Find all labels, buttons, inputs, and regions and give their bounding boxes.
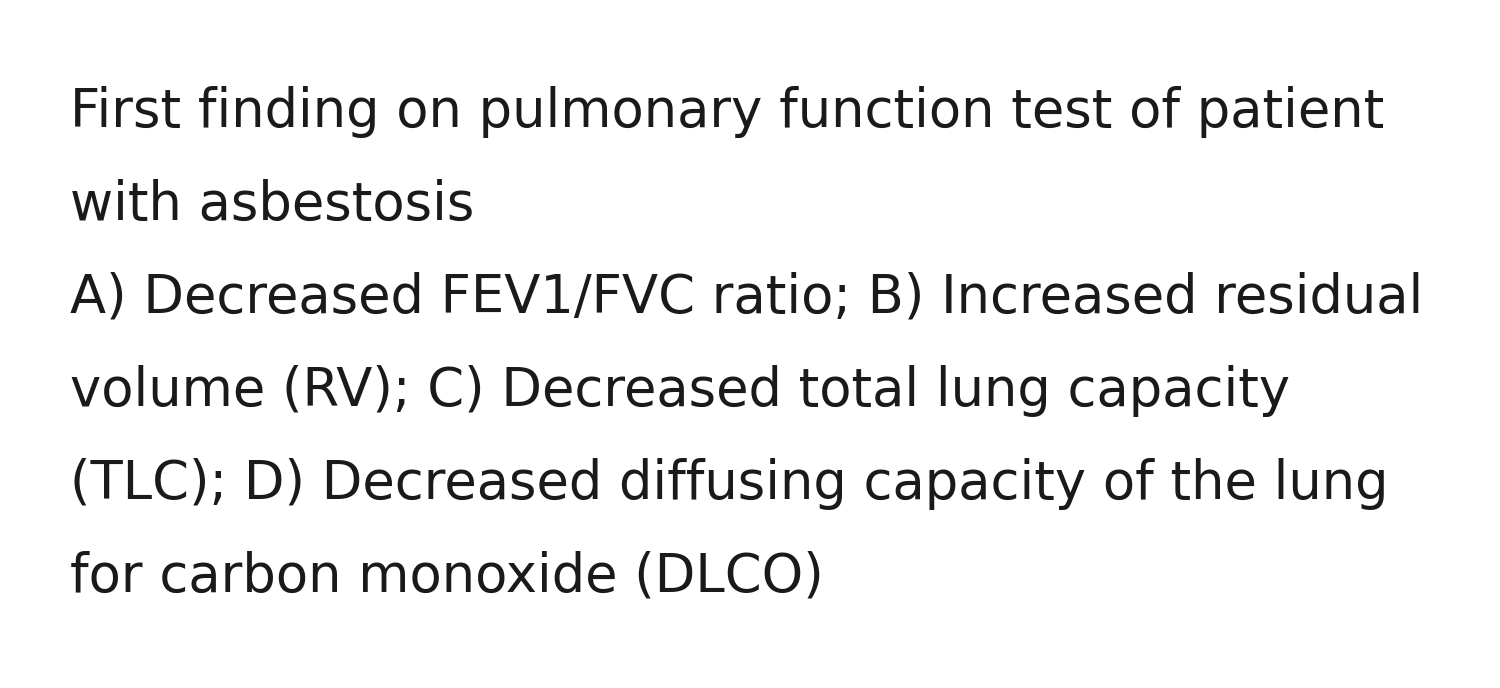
Text: with asbestosis: with asbestosis [70, 179, 476, 231]
Text: volume (RV); C) Decreased total lung capacity: volume (RV); C) Decreased total lung cap… [70, 365, 1290, 417]
Text: First finding on pulmonary function test of patient: First finding on pulmonary function test… [70, 86, 1384, 138]
Text: A) Decreased FEV1/FVC ratio; B) Increased residual: A) Decreased FEV1/FVC ratio; B) Increase… [70, 272, 1423, 324]
Text: for carbon monoxide (DLCO): for carbon monoxide (DLCO) [70, 550, 825, 603]
Text: (TLC); D) Decreased diffusing capacity of the lung: (TLC); D) Decreased diffusing capacity o… [70, 458, 1389, 510]
